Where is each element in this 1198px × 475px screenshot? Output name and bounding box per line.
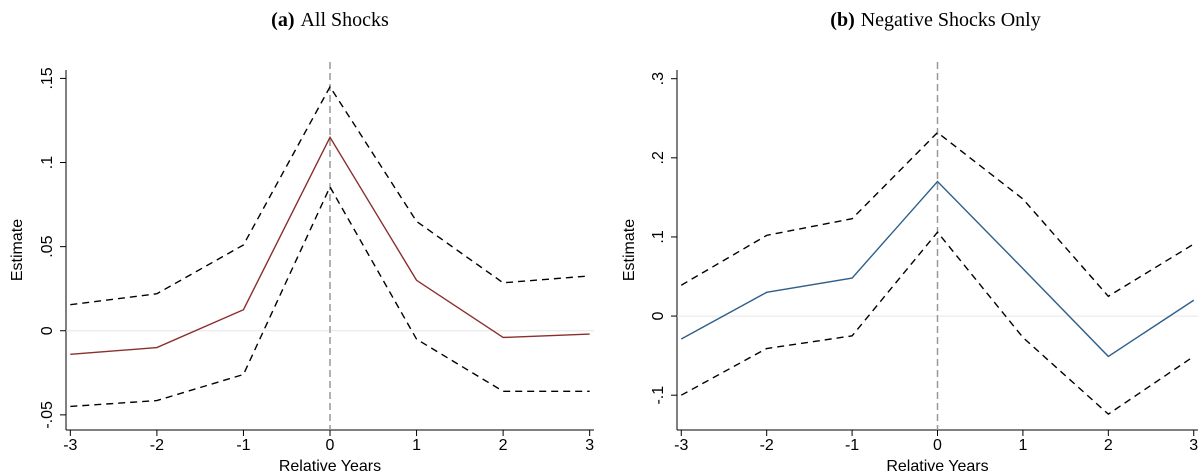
y-tick-label: .1	[650, 230, 667, 243]
estimate-line	[70, 135, 590, 355]
y-axis-title: Estimate	[621, 219, 638, 281]
x-tick-label: -3	[63, 437, 77, 454]
y-tick-label: 0	[650, 312, 667, 321]
chart-title: (a) All Shocks	[271, 9, 389, 31]
y-tick-label: .1	[39, 156, 56, 169]
x-tick-label: 1	[412, 437, 421, 454]
x-axis-title: Relative Years	[279, 458, 381, 475]
y-tick-label: .15	[39, 67, 56, 89]
ci-line	[680, 231, 1195, 416]
y-tick-label: -.05	[39, 401, 56, 429]
panel-label: (a)	[271, 9, 294, 31]
y-tick-label: -.1	[650, 386, 667, 405]
title-text: Negative Shocks Only	[861, 9, 1041, 31]
x-axis-title: Relative Years	[886, 458, 988, 475]
x-tick-label: 3	[1189, 437, 1198, 454]
x-tick-label: 0	[933, 437, 942, 454]
y-tick-label: .2	[650, 151, 667, 164]
estimate-line	[680, 180, 1195, 358]
title-text: All Shocks	[300, 9, 389, 31]
y-tick-label: .3	[650, 72, 667, 85]
y-tick-label: 0	[39, 326, 56, 335]
x-tick-label: -2	[150, 437, 164, 454]
y-axis-title: Estimate	[9, 219, 26, 281]
y-tick-label: .05	[39, 235, 56, 257]
x-tick-label: 3	[585, 437, 594, 454]
x-tick-label: 2	[1104, 437, 1113, 454]
panel-label: (b)	[830, 9, 854, 31]
x-tick-label: -3	[674, 437, 688, 454]
x-tick-label: 1	[1018, 437, 1027, 454]
x-tick-label: -1	[236, 437, 250, 454]
x-tick-label: 2	[499, 437, 508, 454]
ci-line	[70, 85, 590, 306]
ci-line	[680, 131, 1195, 298]
x-tick-label: 0	[326, 437, 335, 454]
x-tick-label: -2	[760, 437, 774, 454]
chart-title: (b) Negative Shocks Only	[830, 9, 1040, 31]
ci-line	[70, 185, 590, 408]
x-tick-label: -1	[845, 437, 859, 454]
